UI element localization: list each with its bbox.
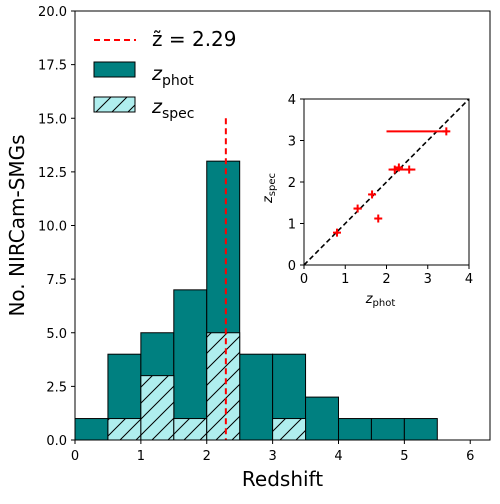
y-tick-label: 15.0 <box>38 112 67 127</box>
inset-x-label-main: z <box>365 292 374 307</box>
y-tick-label: 5.0 <box>46 327 67 342</box>
inset-y-label-sub: spec <box>267 173 278 196</box>
inset-y-tick-label: 4 <box>288 93 296 108</box>
spec-bar <box>107 418 142 441</box>
y-axis-label: No. NIRCam-SMGs <box>5 134 29 316</box>
y-tick-label: 10.0 <box>38 220 67 235</box>
inset-y-tick-label: 0 <box>288 259 296 274</box>
legend-spec-main: z <box>151 96 163 118</box>
one-to-one-line <box>303 98 470 266</box>
x-tick-label: 1 <box>137 449 145 464</box>
spec-bar <box>272 418 307 441</box>
y-tick-label: 17.5 <box>38 59 67 74</box>
inset-x-tick-label: 4 <box>465 272 473 287</box>
phot-bar <box>74 418 109 441</box>
phot-bar <box>370 418 405 441</box>
x-tick-label: 2 <box>203 449 211 464</box>
inset-y-label-main: z <box>261 195 276 204</box>
inset-x-axis-label: zphot <box>365 292 396 309</box>
y-tick-label: 20.0 <box>38 5 67 20</box>
phot-bar <box>239 353 274 441</box>
x-tick-label: 6 <box>466 449 474 464</box>
main-histogram-plot: 0 1 2 3 4 5 6 0.0 2.5 5.0 7.5 10.0 12.5 15.0 17.5 20.0 R… <box>5 5 491 491</box>
phot-bar <box>305 396 339 441</box>
legend-spec-swatch <box>93 96 136 113</box>
legend-median-label: z̃ = 2.29 <box>152 27 237 51</box>
inset-x-tick-label: 0 <box>300 272 308 287</box>
x-tick-label: 0 <box>71 449 79 464</box>
spec-bar <box>140 375 175 441</box>
phot-bar <box>403 418 438 441</box>
legend-spec-label: zspec <box>151 96 194 122</box>
x-tick-label: 4 <box>334 449 342 464</box>
legend-phot-label: zphot <box>151 63 194 89</box>
y-tick-label: 12.5 <box>38 166 67 181</box>
x-tick-label: 3 <box>268 449 276 464</box>
phot-bar <box>337 418 372 441</box>
legend-spec-sub: spec <box>162 106 195 122</box>
legend-phot-sub: phot <box>162 73 194 89</box>
x-axis-label: Redshift <box>242 467 323 491</box>
inset-y-tick-label: 1 <box>288 218 296 233</box>
inset-y-tick-label: 3 <box>288 135 296 150</box>
spec-bar <box>206 332 241 441</box>
inset-y-tick-label: 2 <box>288 176 296 191</box>
y-tick-label: 0.0 <box>46 434 67 449</box>
inset-x-tick-label: 1 <box>341 272 349 287</box>
legend-phot-swatch <box>93 61 136 78</box>
y-tick-label: 2.5 <box>46 380 67 395</box>
inset-x-label-sub: phot <box>373 298 396 309</box>
inset-x-tick-label: 3 <box>424 272 432 287</box>
inset-x-tick-label: 2 <box>382 272 390 287</box>
x-tick-label: 5 <box>400 449 408 464</box>
inset-y-axis-label: zspec <box>261 173 278 204</box>
phot-bar <box>173 289 208 441</box>
spec-bar <box>173 418 208 441</box>
y-tick-label: 7.5 <box>46 273 67 288</box>
legend-phot-main: z <box>151 63 163 85</box>
